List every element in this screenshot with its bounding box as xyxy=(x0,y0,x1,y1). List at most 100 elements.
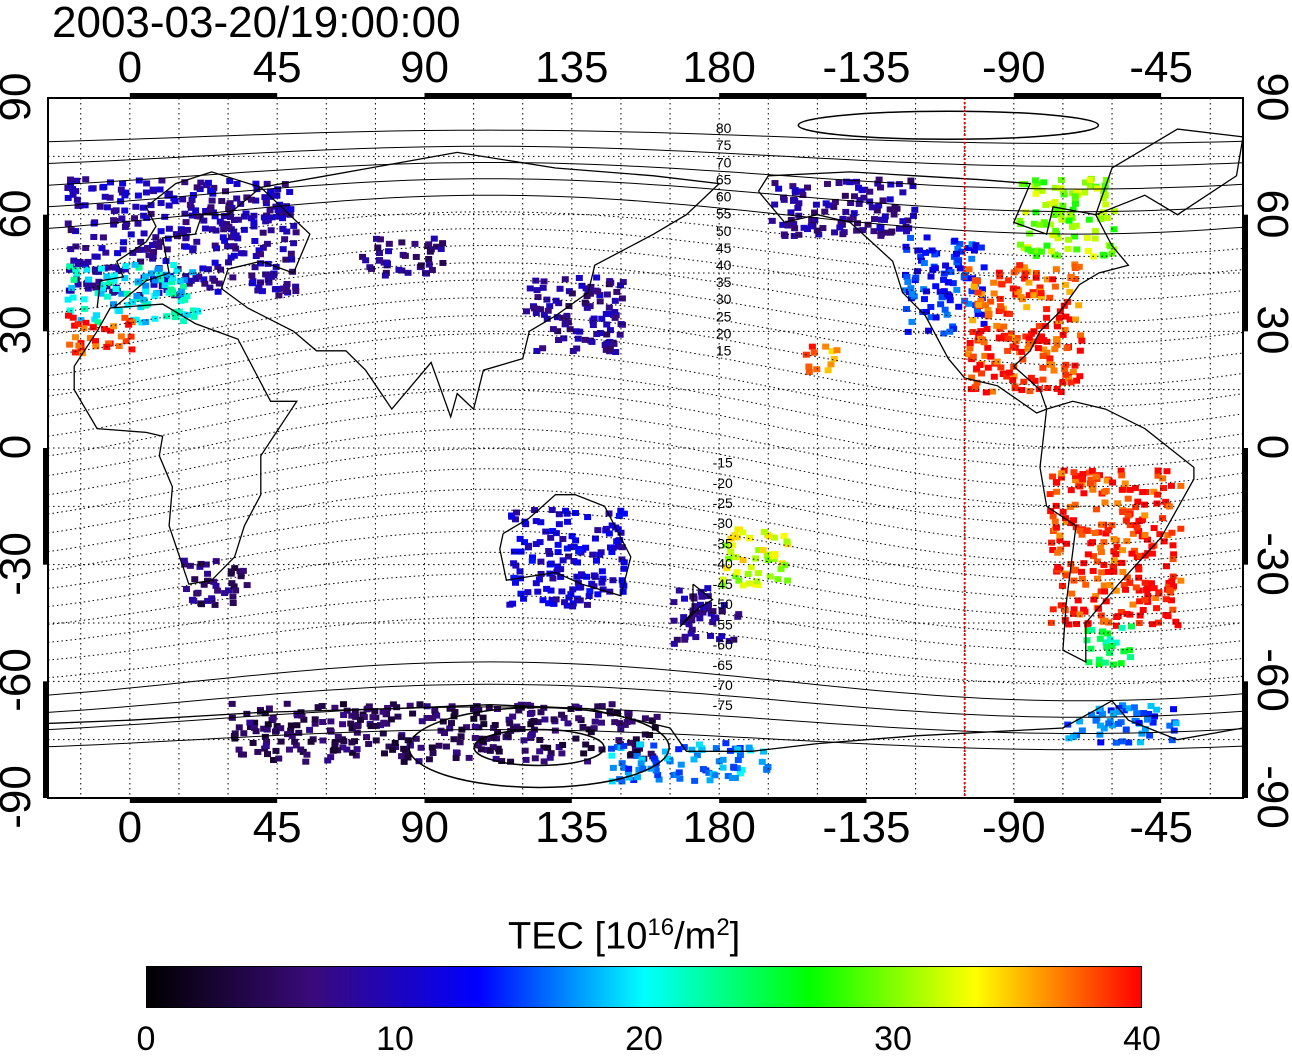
tec-cell xyxy=(1172,720,1180,727)
tec-cell xyxy=(442,743,450,750)
tec-cell xyxy=(254,748,262,755)
tec-cell xyxy=(1039,364,1047,371)
tec-cell xyxy=(909,212,917,219)
tec-cell xyxy=(1043,242,1051,249)
tec-cell xyxy=(973,379,981,386)
tec-cell xyxy=(263,180,271,187)
x-tick-label: 0 xyxy=(117,803,143,852)
tec-cell xyxy=(1057,546,1065,553)
tec-cell xyxy=(212,227,220,234)
magnetic-latitude-contours xyxy=(48,110,1243,789)
tec-cell xyxy=(155,243,163,250)
mlat-contour xyxy=(48,661,1243,702)
tec-cell xyxy=(89,324,97,331)
tec-cell xyxy=(224,243,232,250)
tec-cell xyxy=(707,632,715,639)
tec-cell xyxy=(1086,177,1094,184)
tec-cell xyxy=(1031,183,1039,190)
tec-cell xyxy=(200,217,208,224)
tec-cell xyxy=(589,551,597,558)
tec-cell xyxy=(978,370,986,377)
tec-cell xyxy=(603,331,611,338)
tec-cell xyxy=(625,765,633,772)
tec-cell xyxy=(1093,558,1101,565)
tec-cell xyxy=(533,347,541,354)
tec-cell xyxy=(583,601,591,608)
tec-cell xyxy=(1058,582,1066,589)
tec-cell xyxy=(64,220,72,227)
tec-cell xyxy=(558,750,566,757)
tec-cell xyxy=(904,278,912,285)
tec-cell xyxy=(1057,389,1065,396)
tec-cell xyxy=(1067,273,1075,280)
tec-cell xyxy=(923,234,931,241)
tec-cell xyxy=(553,314,561,321)
tec-cell xyxy=(980,264,988,271)
tec-map: 8075706560555045403530252015-15-20-25-30… xyxy=(43,93,1248,803)
tec-cell xyxy=(987,353,995,360)
tec-cell xyxy=(608,549,616,556)
tec-cell xyxy=(618,295,626,302)
tec-cell xyxy=(976,362,984,369)
tec-cell xyxy=(564,518,572,525)
tec-cell xyxy=(633,749,641,756)
tec-cell xyxy=(1110,536,1118,543)
tec-cell xyxy=(109,264,117,271)
tec-cell xyxy=(339,701,347,708)
tec-cell xyxy=(602,525,610,532)
tec-cell xyxy=(423,703,431,710)
tec-cell xyxy=(391,739,399,746)
tec-cell xyxy=(401,252,409,259)
tec-cell xyxy=(724,773,732,780)
tec-cell xyxy=(1154,467,1162,474)
tec-cell xyxy=(542,528,550,535)
tec-cell xyxy=(590,725,598,732)
tec-cell xyxy=(1101,588,1109,595)
tec-cell xyxy=(1007,330,1015,337)
tec-cell xyxy=(549,528,557,535)
x-tick-label: 45 xyxy=(252,803,302,852)
tec-cell xyxy=(1005,369,1013,376)
tec-cell xyxy=(1135,566,1143,573)
tec-cell xyxy=(498,758,506,765)
tec-cell xyxy=(279,215,287,222)
tec-cell xyxy=(680,744,688,751)
tec-cell xyxy=(404,737,412,744)
tec-cell xyxy=(586,588,594,595)
tec-cell xyxy=(1100,539,1108,546)
tec-cell xyxy=(1066,288,1074,295)
x-tick-label: -90 xyxy=(982,43,1046,92)
tec-cell xyxy=(824,367,832,374)
tec-cell xyxy=(984,364,992,371)
tec-cell xyxy=(784,577,792,584)
tec-cell xyxy=(1049,513,1057,520)
tec-cell xyxy=(965,266,973,273)
tec-cell xyxy=(825,202,833,209)
tec-cell xyxy=(283,228,291,235)
tec-cell xyxy=(652,760,660,767)
tec-cell xyxy=(1073,246,1081,253)
tec-cell xyxy=(1101,192,1109,199)
tec-cell xyxy=(218,198,226,205)
tec-cell xyxy=(608,778,616,785)
tec-cell xyxy=(791,187,799,194)
tec-cell xyxy=(739,582,747,589)
tec-cell xyxy=(494,729,502,736)
tec-cell xyxy=(1141,579,1149,586)
tec-cell xyxy=(212,582,220,589)
tec-cell xyxy=(293,722,301,729)
tec-cell xyxy=(584,514,592,521)
tec-cell xyxy=(947,269,955,276)
tec-cell xyxy=(526,285,534,292)
tec-cell xyxy=(152,240,160,247)
tec-cell xyxy=(1038,187,1046,194)
tec-cell xyxy=(619,588,627,595)
contour-label: 65 xyxy=(716,171,732,187)
tec-cell xyxy=(606,708,614,715)
tec-cell xyxy=(592,557,600,564)
tec-cell xyxy=(609,544,617,551)
tec-cell xyxy=(1066,503,1074,510)
tec-cell xyxy=(340,712,348,719)
tec-cell xyxy=(1019,356,1027,363)
tec-cell xyxy=(774,576,782,583)
